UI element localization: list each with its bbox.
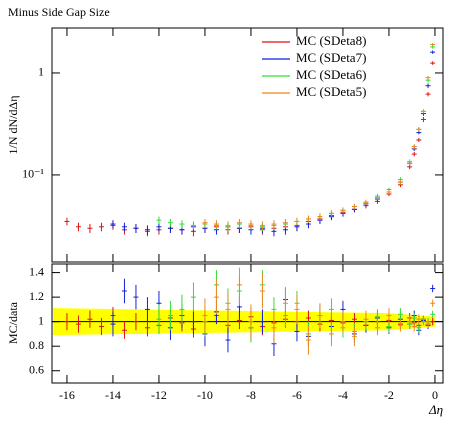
legend-label: MC (SDeta8)	[296, 33, 366, 48]
x-tick-label: 0	[432, 388, 438, 402]
legend-label: MC (SDeta6)	[296, 67, 366, 82]
x-tick-label: -12	[151, 388, 167, 402]
y-tick-label: 1	[38, 65, 44, 79]
x-tick-label: -2	[384, 388, 394, 402]
legend-label: MC (SDeta5)	[296, 84, 366, 99]
y-tick-label: 0.8	[29, 338, 44, 352]
x-tick-label: -16	[59, 388, 75, 402]
y-tick-label: 0.6	[29, 362, 44, 376]
x-tick-label: -4	[338, 388, 348, 402]
x-axis-label: Δη	[428, 402, 443, 417]
y-tick-label: 1	[38, 313, 44, 327]
plot-frame	[51, 263, 444, 384]
x-tick-label: -6	[292, 388, 302, 402]
y-tick-label: 1.2	[29, 289, 44, 303]
chart-title: Minus Side Gap Size	[8, 5, 110, 19]
y-axis-label: 1/N dN/dΔη	[6, 96, 20, 155]
plot-frame	[51, 27, 444, 263]
plot-area	[52, 267, 443, 357]
y-tick-label: 1.4	[29, 264, 44, 278]
x-tick-label: -8	[246, 388, 256, 402]
y-axis-label: MC/data	[6, 301, 20, 344]
y-tick-label: 10⁻¹	[22, 167, 44, 181]
plot-area	[64, 42, 436, 237]
x-tick-label: -14	[105, 388, 121, 402]
x-tick-label: -10	[197, 388, 213, 402]
legend-label: MC (SDeta7)	[296, 50, 366, 65]
